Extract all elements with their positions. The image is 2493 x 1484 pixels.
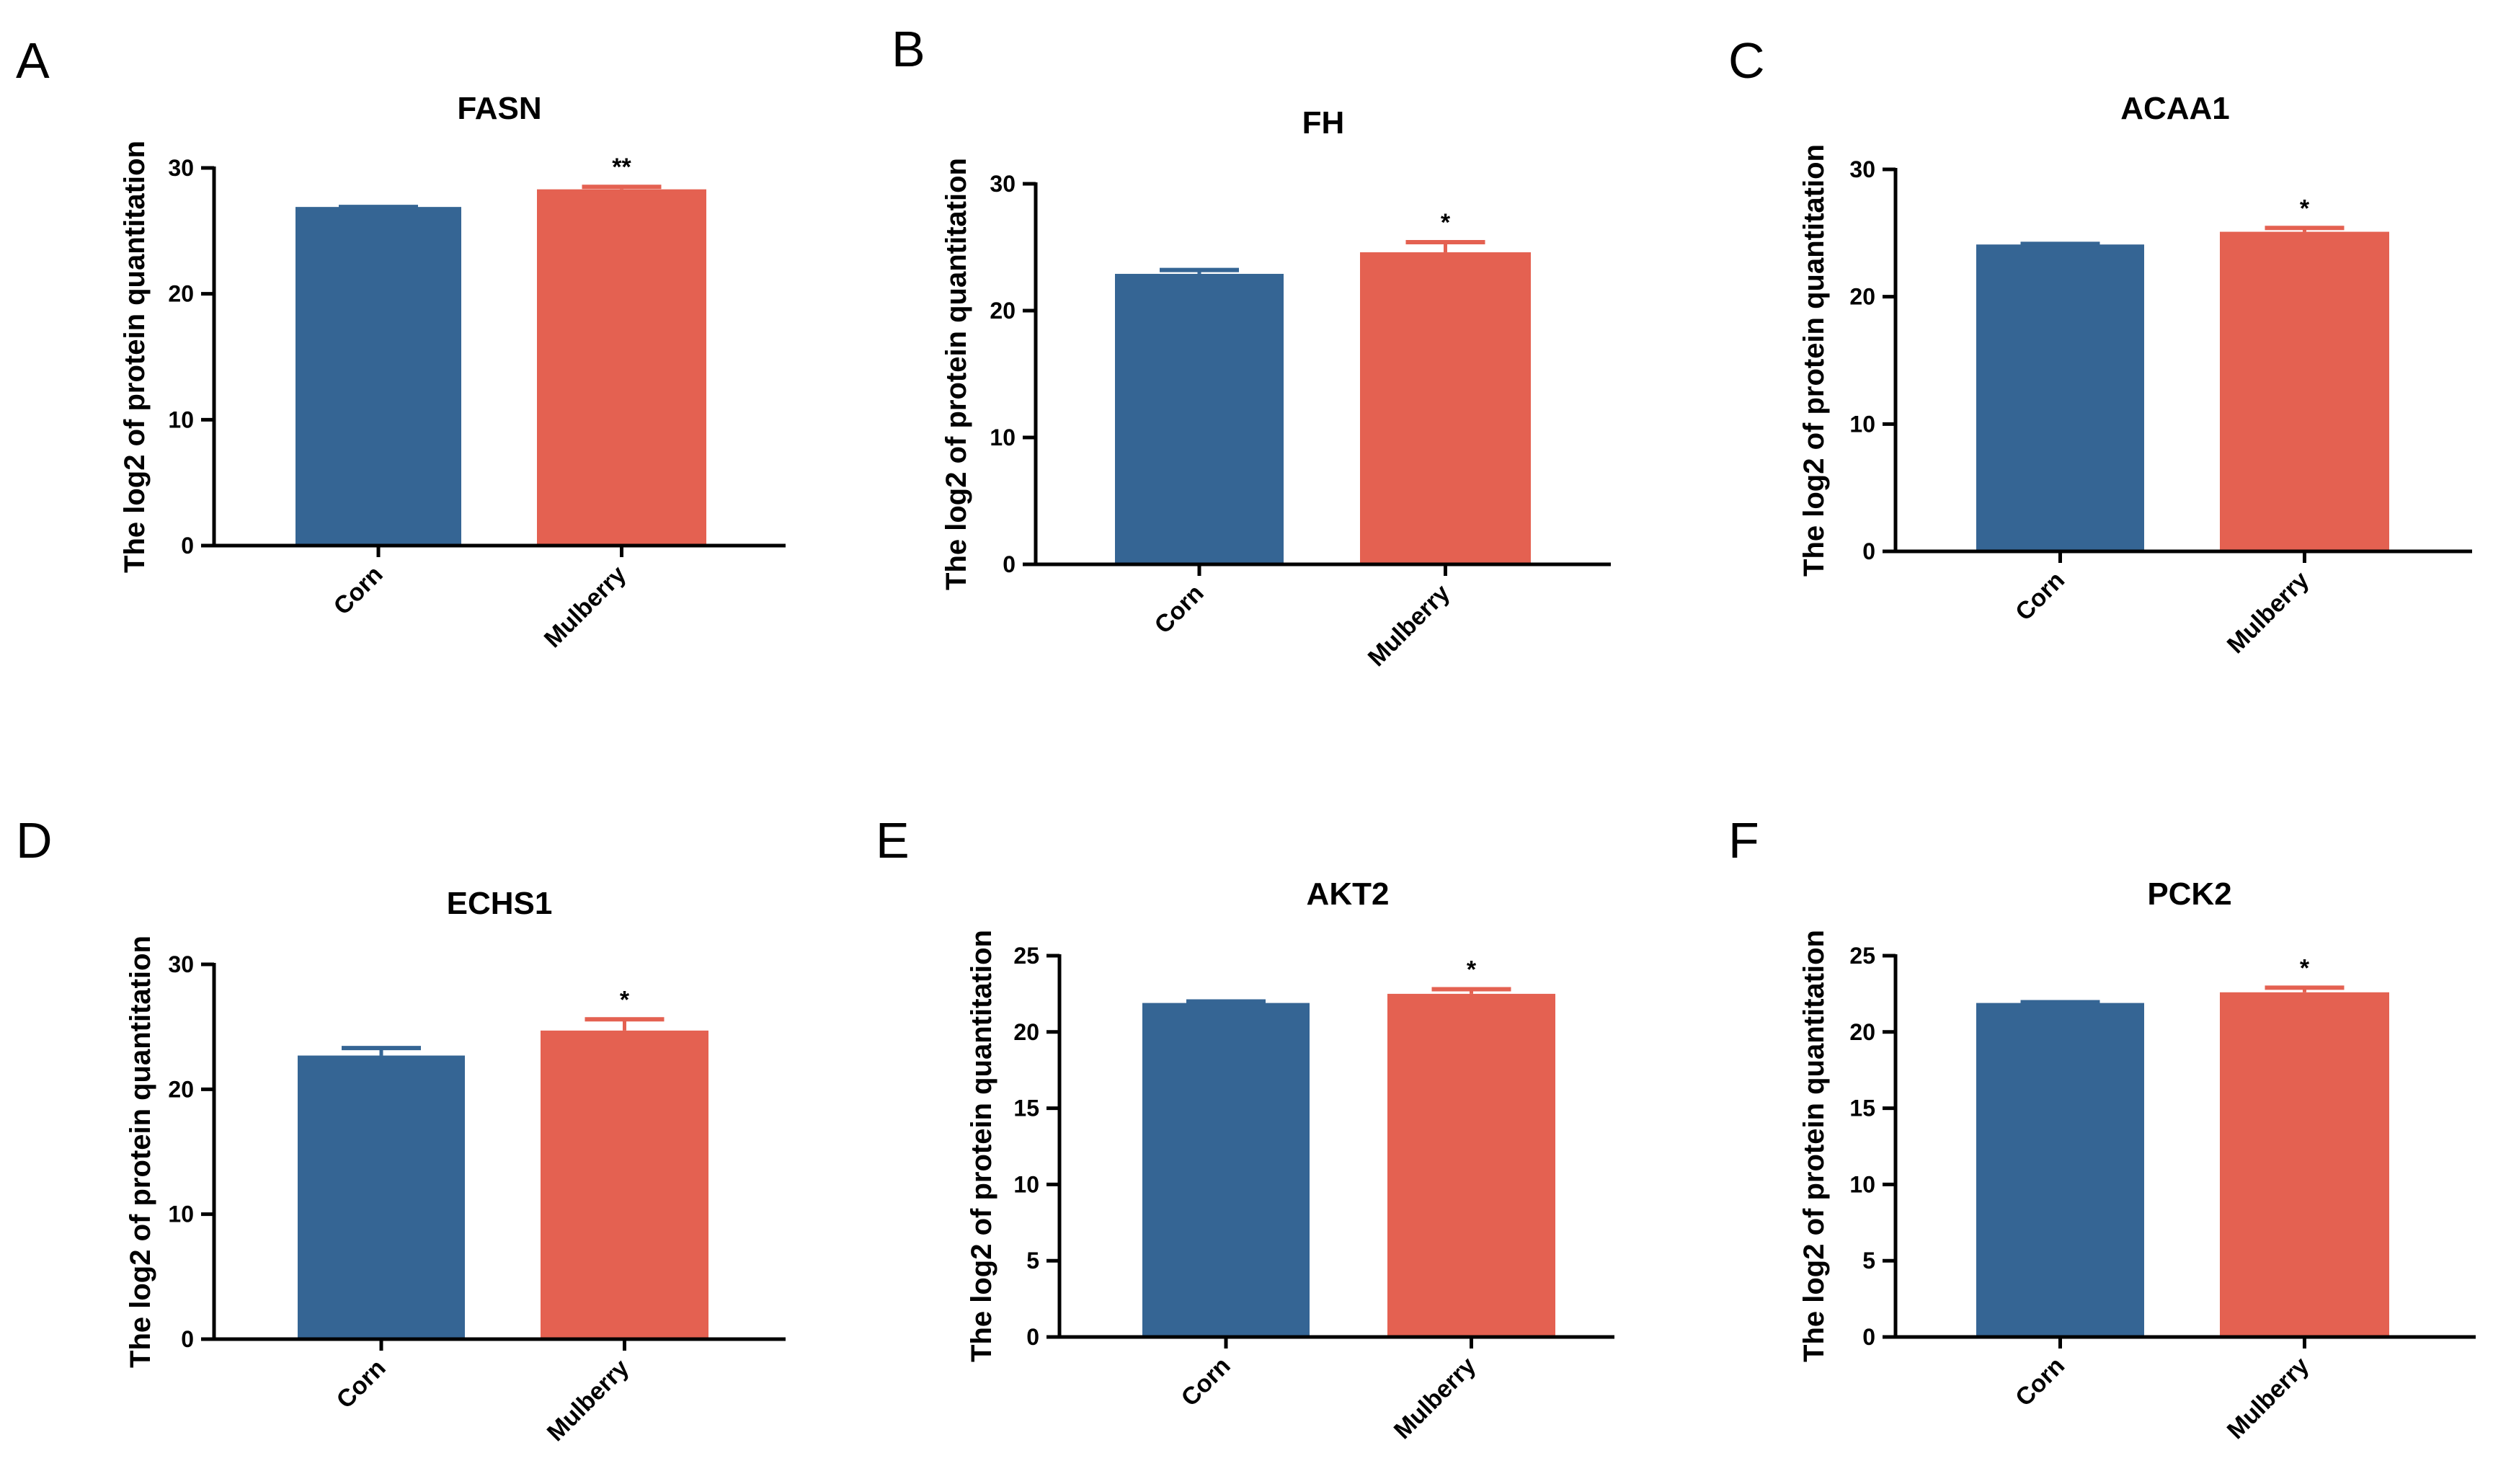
panel-a-y-tick-label: 10 <box>168 406 194 432</box>
panel-e-y-tick-label: 15 <box>1013 1096 1039 1121</box>
panel-f-y-tick-label: 5 <box>1862 1248 1875 1274</box>
panel-f-letter: F <box>1728 812 1759 868</box>
panel-d: D ECHS1 The log2 of protein quantitation Co… <box>16 812 786 1447</box>
panel-a-letter: A <box>16 32 50 89</box>
panel-b-x-label-mulberry: Mulberry <box>1363 579 1455 672</box>
panel-c-letter: C <box>1728 32 1765 89</box>
panel-a-bar-corn <box>295 207 461 546</box>
panel-e-y-tick-label: 20 <box>1013 1019 1039 1045</box>
panel-f-x-label-corn: Corn <box>2010 1352 2070 1412</box>
panel-d-x-label-mulberry: Mulberry <box>542 1354 634 1447</box>
panel-e-bar-mulberry <box>1387 993 1555 1337</box>
panel-b-title: FH <box>1302 105 1345 141</box>
panel-e-y-axis-title: The log2 of protein quantitation <box>966 930 997 1362</box>
panel-e-y-tick-label: 25 <box>1013 943 1039 969</box>
panel-f: F PCK2 The log2 of protein quantitation Cor… <box>1728 812 2476 1444</box>
panel-b-y-tick-label: 0 <box>1003 551 1016 577</box>
panel-e-y-tick-label: 5 <box>1026 1248 1039 1274</box>
panel-b-y-tick-label: 20 <box>990 298 1016 324</box>
panel-d-y-tick-label: 0 <box>181 1326 194 1352</box>
panel-c-bar-mulberry <box>2220 231 2389 551</box>
panel-c-significance-mulberry: * <box>2300 195 2310 222</box>
panel-d-y-tick-label: 10 <box>168 1201 194 1227</box>
panel-b-letter: B <box>892 21 925 77</box>
panel-d-significance-mulberry: * <box>620 986 630 1013</box>
panel-f-y-tick-label: 15 <box>1849 1096 1875 1121</box>
panel-e-letter: E <box>876 812 910 868</box>
panel-b-significance-mulberry: * <box>1441 209 1451 236</box>
panel-a: A FASN The log2 of protein quantitation Cor… <box>16 32 786 653</box>
panel-f-y-tick-label: 10 <box>1849 1171 1875 1197</box>
panel-b-y-axis-title: The log2 of protein quantitation <box>941 158 972 590</box>
panel-f-bar-corn <box>1976 1003 2144 1337</box>
panel-d-y-tick-label: 20 <box>168 1076 194 1102</box>
panel-f-y-axis-title: The log2 of protein quantitation <box>1798 930 1830 1362</box>
panel-f-x-label-mulberry: Mulberry <box>2222 1352 2314 1444</box>
panel-b: B FH The log2 of protein quantitation Corn *… <box>892 21 1611 672</box>
panel-d-title: ECHS1 <box>447 886 553 921</box>
panel-c-title: ACAA1 <box>2120 91 2230 126</box>
panel-c-bar-corn <box>1976 244 2144 551</box>
panel-f-title: PCK2 <box>2147 876 2231 912</box>
panel-a-x-label-mulberry: Mulberry <box>539 561 631 653</box>
panel-a-significance-mulberry: ** <box>612 154 631 181</box>
panel-f-y-tick-label: 25 <box>1849 943 1875 969</box>
panel-c-x-label-mulberry: Mulberry <box>2222 567 2314 659</box>
panel-a-y-tick-label: 30 <box>168 155 194 181</box>
panel-d-bar-mulberry <box>541 1030 708 1339</box>
panel-e-x-label-mulberry: Mulberry <box>1389 1352 1481 1444</box>
panel-c-x-label-corn: Corn <box>2010 567 2070 626</box>
panel-f-bar-mulberry <box>2220 992 2389 1337</box>
panel-d-y-axis-title: The log2 of protein quantitation <box>125 936 156 1368</box>
panel-a-y-axis-title: The log2 of protein quantitation <box>119 141 151 573</box>
panel-b-bar-mulberry <box>1360 252 1531 564</box>
panel-a-x-label-corn: Corn <box>329 561 388 621</box>
panel-b-y-tick-label: 10 <box>990 425 1016 450</box>
panel-e-x-label-corn: Corn <box>1176 1352 1236 1412</box>
panel-e-bar-corn <box>1142 1003 1310 1337</box>
panel-e-significance-mulberry: * <box>1467 956 1477 984</box>
panel-b-y-tick-label: 30 <box>990 171 1016 197</box>
panel-f-y-tick-label: 0 <box>1862 1324 1875 1350</box>
panel-d-y-tick-label: 30 <box>168 951 194 977</box>
panel-c-y-axis-title: The log2 of protein quantitation <box>1798 144 1830 577</box>
panel-a-bar-mulberry <box>537 189 706 546</box>
panel-a-y-tick-label: 20 <box>168 281 194 307</box>
panel-e-y-tick-label: 0 <box>1026 1324 1039 1350</box>
panel-d-letter: D <box>16 812 53 868</box>
panel-e-title: AKT2 <box>1307 876 1390 912</box>
panel-f-y-tick-label: 20 <box>1849 1019 1875 1045</box>
panel-c: C ACAA1 The log2 of protein quantitation Co… <box>1728 32 2472 659</box>
panel-f-significance-mulberry: * <box>2300 954 2310 982</box>
panel-c-y-tick-label: 0 <box>1862 538 1875 564</box>
panel-c-y-tick-label: 30 <box>1849 156 1875 182</box>
panel-c-y-tick-label: 10 <box>1849 411 1875 437</box>
panel-e: E AKT2 The log2 of protein quantitation Cor… <box>876 812 1614 1444</box>
panel-a-title: FASN <box>457 91 541 126</box>
panel-c-y-tick-label: 20 <box>1849 284 1875 310</box>
panel-d-x-label-corn: Corn <box>332 1354 391 1414</box>
panel-e-y-tick-label: 10 <box>1013 1171 1039 1197</box>
panel-b-x-label-corn: Corn <box>1150 579 1209 639</box>
panel-d-bar-corn <box>298 1055 465 1339</box>
panel-b-bar-corn <box>1115 273 1284 564</box>
panel-a-y-tick-label: 0 <box>181 533 194 559</box>
